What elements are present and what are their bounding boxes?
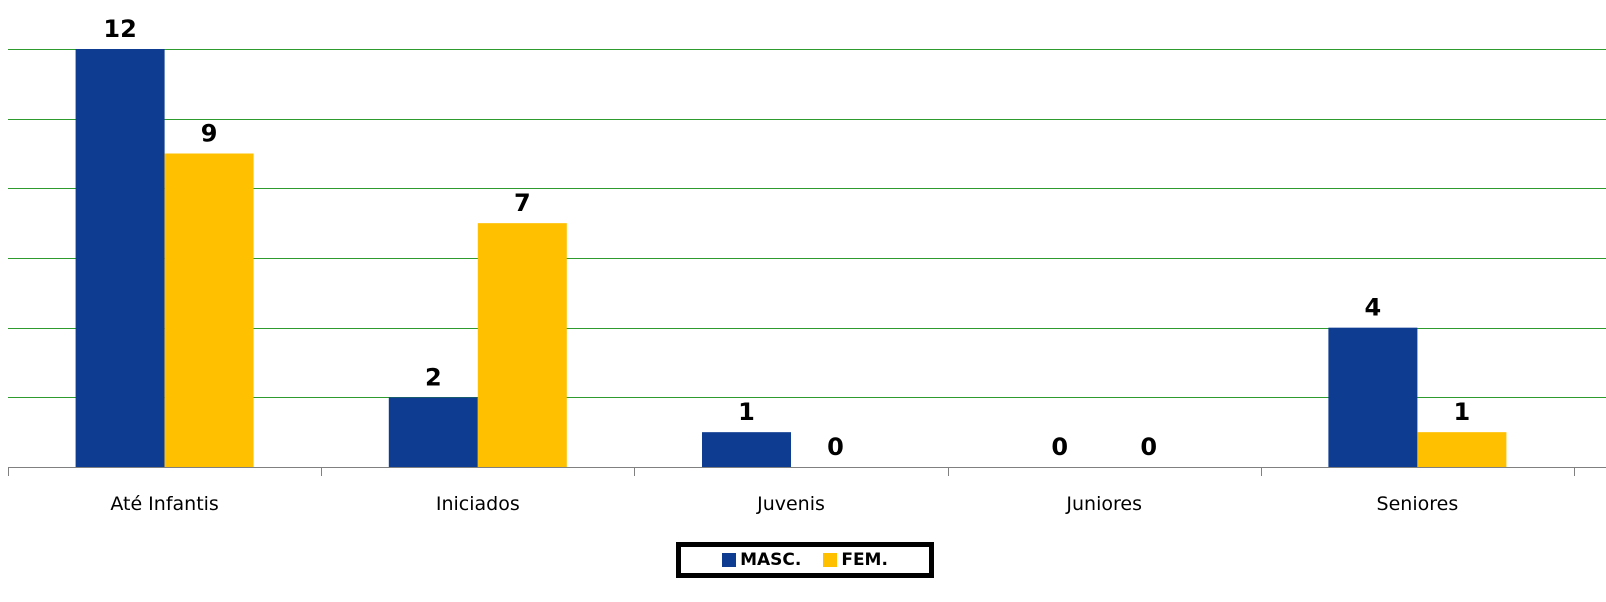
x-tick-label-0: Até Infantis [110, 493, 219, 515]
bar-masc-2 [702, 432, 791, 467]
bar-fem-1 [477, 223, 567, 467]
data-label-fem-1: 7 [514, 189, 531, 217]
data-label-fem-2: 0 [827, 433, 844, 461]
x-tick-label-4: Seniores [1377, 493, 1459, 515]
legend-label-fem: FEM. [841, 550, 888, 570]
bar-masc-4 [1328, 327, 1418, 467]
legend-swatch-masc [722, 553, 737, 567]
data-label-masc-4: 4 [1365, 294, 1382, 322]
x-tick-label-1: Iniciados [436, 493, 520, 515]
bar-fem-4 [1417, 432, 1507, 467]
x-tick-label-2: Juvenis [756, 493, 825, 515]
bar-masc-1 [388, 397, 478, 467]
bar-fem-0 [164, 153, 254, 467]
data-label-masc-1: 2 [425, 363, 442, 391]
data-label-fem-4: 1 [1454, 398, 1471, 426]
data-label-fem-3: 0 [1140, 433, 1157, 461]
legend-label-masc: MASC. [740, 550, 802, 570]
data-label-masc-0: 12 [103, 15, 136, 43]
data-label-masc-2: 1 [738, 398, 755, 426]
legend-item-fem: FEM. [823, 550, 888, 570]
data-label-fem-0: 9 [201, 120, 218, 148]
legend: MASC. FEM. [676, 542, 934, 578]
x-tick-label-3: Juniores [1065, 493, 1142, 515]
data-label-masc-3: 0 [1051, 433, 1068, 461]
bar-masc-0 [75, 49, 165, 467]
legend-item-masc: MASC. [722, 550, 801, 570]
legend-swatch-fem [823, 553, 838, 567]
